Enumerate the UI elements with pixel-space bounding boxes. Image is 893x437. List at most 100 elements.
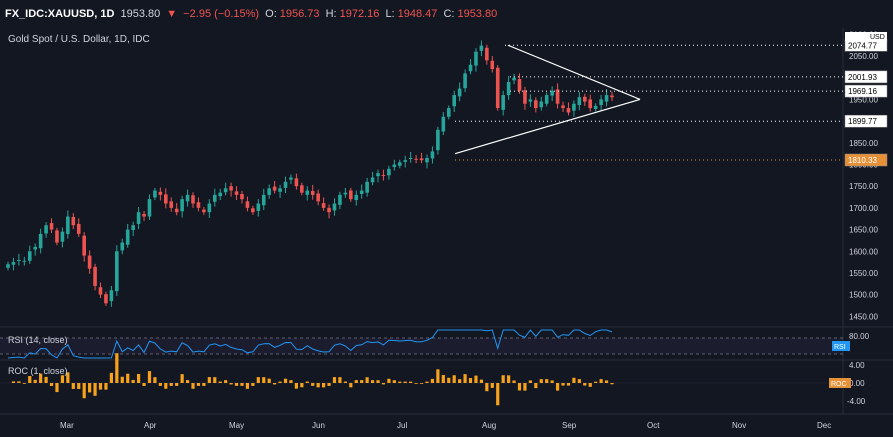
candle — [305, 190, 310, 195]
roc-bar — [583, 383, 587, 386]
candle — [539, 101, 544, 108]
roc-bar — [414, 383, 418, 384]
candle — [55, 230, 59, 243]
candle — [485, 47, 489, 61]
roc-bar — [479, 379, 484, 383]
candle — [93, 266, 97, 286]
roc-bar — [545, 379, 549, 383]
time-axis-label: Mar — [60, 421, 74, 430]
close-value: 1953.80 — [457, 8, 498, 20]
candle — [599, 99, 603, 106]
candle — [506, 82, 511, 96]
last-price: 1953.80 — [120, 8, 161, 20]
candle — [604, 95, 609, 102]
roc-bar — [175, 383, 179, 386]
roc-bar — [436, 369, 440, 383]
roc-bar — [332, 377, 337, 383]
roc-bar — [588, 383, 592, 387]
roc-bar — [234, 383, 239, 386]
candle — [98, 287, 103, 295]
candle — [294, 178, 299, 187]
candle — [174, 208, 179, 213]
candle — [6, 264, 10, 268]
roc-bar — [17, 381, 21, 383]
roc-bar — [256, 377, 260, 383]
candle — [60, 231, 65, 242]
candle — [408, 157, 413, 159]
symbol-name[interactable]: FX_IDC:XAUUSD, 1D — [5, 8, 115, 20]
roc-bar — [267, 378, 271, 383]
price-tag[interactable] — [844, 84, 888, 98]
roc-badge[interactable] — [829, 378, 851, 388]
symbol-header: FX_IDC:XAUUSD, 1D 1953.80 ▼ −2.95 (−0.15… — [5, 8, 500, 20]
rsi-axis-label: 80.00 — [849, 332, 870, 341]
roc-axis-bottom: -4.00 — [847, 397, 866, 406]
roc-bar — [381, 383, 386, 385]
candle — [403, 160, 408, 162]
candle — [283, 181, 288, 188]
candle — [501, 95, 505, 110]
change-value: −2.95 (−0.15%) — [183, 8, 260, 20]
candle — [125, 229, 130, 245]
roc-bar — [71, 383, 75, 389]
roc-bar — [109, 372, 113, 383]
roc-bar — [555, 383, 560, 391]
rsi-badge-label: RSI — [834, 344, 846, 351]
roc-label[interactable]: ROC (1, close) — [8, 366, 68, 376]
candle — [11, 262, 16, 265]
roc-bar — [158, 383, 162, 386]
time-axis-label: Aug — [482, 421, 496, 430]
roc-bar — [153, 377, 157, 383]
candle — [479, 45, 484, 51]
price-tag[interactable] — [844, 70, 888, 84]
candle — [278, 188, 282, 192]
price-axis-label: 1650.00 — [849, 226, 878, 235]
candle — [310, 190, 315, 195]
candle — [370, 177, 375, 183]
roc-axis-zero: 0.00 — [849, 379, 865, 388]
candle — [588, 99, 593, 109]
candle — [490, 60, 495, 70]
roc-bar — [136, 373, 141, 383]
price-axis-label: 1750.00 — [849, 182, 878, 191]
time-axis-label: Oct — [647, 421, 660, 430]
currency-tag[interactable] — [845, 32, 887, 41]
roc-bar — [33, 379, 37, 383]
roc-bar — [289, 380, 293, 383]
roc-bar — [305, 381, 309, 383]
candle — [572, 103, 576, 111]
candle — [169, 201, 174, 208]
candle — [392, 164, 397, 168]
price-axis-label: 1700.00 — [849, 204, 878, 213]
roc-bar — [316, 383, 320, 388]
roc-bar — [463, 374, 467, 383]
roc-bar — [44, 376, 48, 383]
candle — [349, 190, 353, 200]
candle — [71, 216, 76, 226]
time-axis-label: Jun — [312, 421, 325, 430]
candle — [245, 201, 250, 208]
roc-bar — [126, 373, 130, 383]
rsi-label[interactable]: RSI (14, close) — [8, 335, 68, 345]
roc-bar — [354, 380, 358, 383]
candle — [22, 260, 27, 262]
price-tag[interactable] — [844, 114, 888, 128]
candle — [463, 73, 467, 89]
rsi-badge[interactable] — [832, 341, 850, 351]
roc-bar — [224, 380, 228, 383]
roc-bar — [191, 383, 195, 389]
candle — [164, 194, 168, 204]
candle — [153, 190, 157, 198]
roc-badge-label: ROC — [831, 381, 847, 388]
candle — [343, 192, 348, 195]
candle — [610, 95, 614, 98]
roc-bar — [283, 378, 288, 383]
candle — [240, 193, 244, 200]
candle — [441, 116, 446, 132]
price-axis-label: 2050.00 — [849, 52, 878, 61]
candle — [517, 79, 522, 91]
roc-bar — [300, 383, 304, 388]
price-tag[interactable] — [844, 153, 888, 167]
roc-bar — [474, 375, 478, 383]
